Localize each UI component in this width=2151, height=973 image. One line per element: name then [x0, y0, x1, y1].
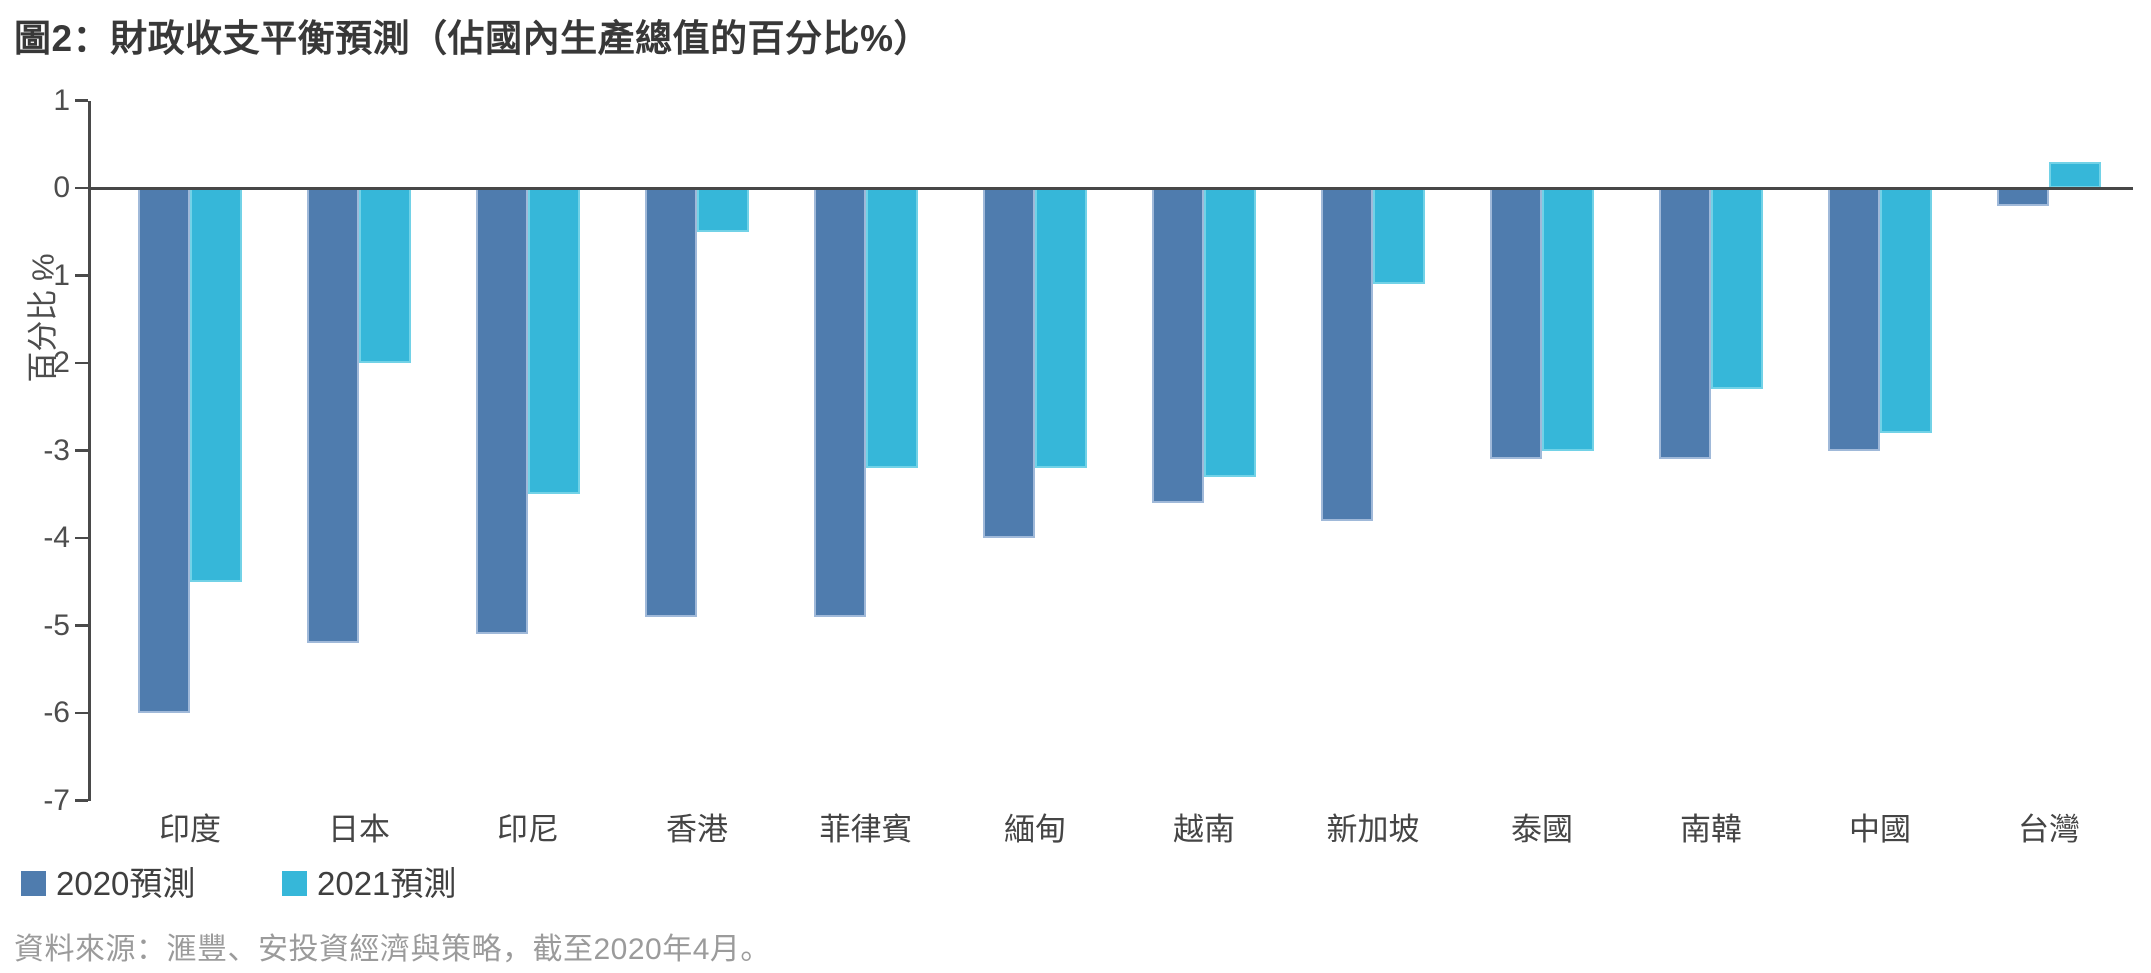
y-tick-label: -5 — [43, 608, 70, 642]
bar-2021預測-泰國 — [1542, 188, 1594, 451]
y-tick-mark — [75, 361, 88, 365]
y-axis-title: 百分比 % — [25, 253, 61, 383]
legend-label-2021: 2021預測 — [317, 865, 457, 902]
y-tick-mark — [75, 536, 88, 540]
legend-label-2020: 2020預測 — [56, 865, 196, 902]
bar-2021預測-菲律賓 — [866, 188, 918, 468]
y-tick-mark — [75, 624, 88, 627]
y-tick-mark — [75, 274, 88, 277]
y-tick-label: 0 — [53, 171, 70, 204]
bar-2020預測-日本 — [307, 188, 359, 643]
y-tick-label: -1 — [43, 258, 70, 292]
zero-baseline — [88, 186, 2133, 190]
chart-title: 圖2：財政收支平衡預測（佔國內生產總值的百分比%） — [14, 18, 931, 59]
source-note: 資料來源：滙豐、安投資經濟與策略，截至2020年4月。 — [14, 933, 771, 966]
bar-2020預測-緬甸 — [983, 188, 1035, 538]
x-axis-label: 印度 — [159, 812, 221, 847]
bar-2021預測-日本 — [359, 188, 411, 363]
legend-swatch-2021 — [282, 871, 307, 896]
bar-2021預測-印度 — [190, 188, 242, 582]
x-axis-label: 日本 — [328, 812, 390, 847]
bar-2021預測-中國 — [1880, 188, 1932, 433]
x-axis-label: 泰國 — [1511, 812, 1573, 847]
x-axis-label: 南韓 — [1680, 812, 1742, 847]
legend-swatch-2020 — [21, 871, 46, 896]
y-tick-mark — [75, 186, 88, 190]
bar-2020預測-印度 — [138, 188, 190, 713]
y-tick-mark — [75, 449, 88, 452]
y-tick-label: -3 — [43, 433, 70, 467]
bar-2020預測-香港 — [645, 188, 697, 617]
x-axis-label: 菲律賓 — [819, 812, 913, 847]
bar-2020預測-新加坡 — [1321, 188, 1373, 521]
y-tick-label: -2 — [43, 346, 70, 379]
x-axis-label: 香港 — [666, 812, 728, 847]
y-tick-label: -4 — [43, 521, 70, 554]
x-axis-label: 緬甸 — [1004, 812, 1066, 847]
x-axis-label: 中國 — [1849, 812, 1911, 847]
bar-2020預測-中國 — [1828, 188, 1880, 451]
bar-2021預測-台灣 — [2049, 161, 2101, 188]
y-axis-line — [88, 100, 91, 801]
y-tick-label: -6 — [43, 696, 70, 729]
bar-2020預測-菲律賓 — [814, 188, 866, 617]
bar-2021預測-越南 — [1204, 188, 1256, 477]
y-tick-mark — [75, 711, 88, 715]
y-tick-label: 1 — [53, 83, 70, 117]
bar-2020預測-台灣 — [1997, 188, 2049, 206]
bar-2020預測-南韓 — [1659, 188, 1711, 460]
bar-2021預測-香港 — [697, 188, 749, 232]
bar-2021預測-南韓 — [1711, 188, 1763, 390]
bar-2021預測-新加坡 — [1373, 188, 1425, 285]
x-axis-label: 越南 — [1173, 812, 1235, 847]
bar-2020預測-泰國 — [1490, 188, 1542, 460]
bar-2021預測-印尼 — [528, 188, 580, 495]
bar-2021預測-緬甸 — [1035, 188, 1087, 468]
x-axis-label: 印尼 — [497, 812, 559, 847]
y-tick-mark — [75, 99, 88, 102]
y-tick-label: -7 — [43, 783, 70, 817]
bar-2020預測-越南 — [1152, 188, 1204, 503]
x-axis-label: 新加坡 — [1326, 812, 1420, 847]
bar-2020預測-印尼 — [476, 188, 528, 635]
x-axis-label: 台灣 — [2018, 812, 2080, 847]
y-tick-mark — [75, 799, 88, 802]
